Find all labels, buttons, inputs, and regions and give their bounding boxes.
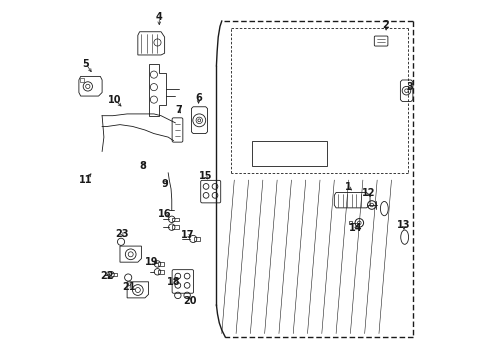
Text: 23: 23 <box>115 229 128 239</box>
Text: 9: 9 <box>161 179 168 189</box>
Text: 18: 18 <box>167 277 180 287</box>
Text: 11: 11 <box>79 175 93 185</box>
Bar <box>252 141 327 166</box>
Text: 14: 14 <box>349 223 363 233</box>
Bar <box>111 273 117 276</box>
Bar <box>348 221 352 224</box>
Bar <box>194 237 200 241</box>
Text: 16: 16 <box>158 209 172 219</box>
Text: 3: 3 <box>406 82 413 92</box>
Text: 20: 20 <box>183 296 196 306</box>
Text: 8: 8 <box>140 161 147 171</box>
Text: 13: 13 <box>397 220 411 230</box>
Bar <box>158 270 164 274</box>
Text: 10: 10 <box>108 95 122 105</box>
Text: 15: 15 <box>199 171 213 181</box>
Text: 5: 5 <box>83 59 89 69</box>
Bar <box>172 217 178 221</box>
Text: 17: 17 <box>181 230 195 240</box>
Text: 22: 22 <box>101 271 114 282</box>
Text: 1: 1 <box>345 182 352 192</box>
Bar <box>80 78 83 82</box>
Text: 12: 12 <box>362 188 375 198</box>
Bar <box>158 262 164 266</box>
Text: 2: 2 <box>383 19 390 30</box>
Text: 21: 21 <box>122 282 136 292</box>
Text: 6: 6 <box>195 93 202 103</box>
Text: 7: 7 <box>175 105 182 115</box>
Text: 4: 4 <box>156 13 163 22</box>
Text: 19: 19 <box>146 257 159 267</box>
Bar <box>172 225 178 229</box>
